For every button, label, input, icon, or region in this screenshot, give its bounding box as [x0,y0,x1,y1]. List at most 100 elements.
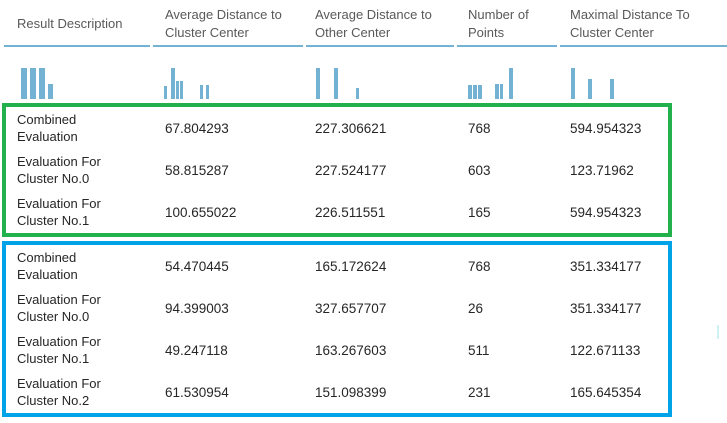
sparkline-cell [457,47,560,103]
sparkline-bar [478,85,482,99]
sparkline-bar [610,78,614,99]
cell-max-to-cluster: 165.645354 [560,385,668,400]
column-header-label: Number of Points [468,6,529,40]
cell-avg-to-cluster: 94.399003 [153,301,306,316]
cell-description: Evaluation For Cluster No.0 [6,291,153,325]
column-header-maximal-distance-cluster-center: Maximal Distance To Cluster Center [560,0,727,47]
cell-description: Evaluation For Cluster No.2 [6,375,153,409]
cell-avg-to-cluster: 58.815287 [153,163,306,178]
histogram-sparkline [306,68,457,99]
sparkline-bar [176,81,179,99]
cell-avg-to-cluster: 100.655022 [153,205,306,220]
row-value: 165 [468,204,491,220]
row-value: 594.954323 [570,120,642,136]
cell-points: 511 [457,343,560,358]
sparkline-cell [0,47,153,103]
column-header-avg-distance-other-center: Average Distance to Other Center [306,0,457,47]
cell-points: 603 [457,163,560,178]
table-row: Combined Evaluation 67.804293 227.306621 76… [6,107,668,149]
sparkline-cell [560,47,727,103]
row-description: Evaluation For Cluster No.0 [17,292,101,324]
row-value: 226.511551 [315,204,386,220]
row-description: Combined Evaluation [17,112,78,144]
sparkline-bar [180,81,183,99]
table-row: Evaluation For Cluster No.0 58.815287 227.… [6,149,668,191]
cell-max-to-cluster: 123.71962 [560,163,668,178]
table-row: Evaluation For Cluster No.1 49.247118 163.… [6,329,668,371]
column-header-label: Maximal Distance To Cluster Center [570,6,690,40]
sparkline-bar [48,84,53,99]
row-value: 26 [468,300,484,316]
cell-description: Combined Evaluation [6,111,153,145]
row-value: 163.267603 [315,342,387,358]
cell-avg-to-other: 227.306621 [306,121,457,136]
column-header-avg-distance-cluster-center: Average Distance to Cluster Center [153,0,306,47]
sparkline-bar [334,68,338,99]
cell-max-to-cluster: 122.671133 [560,343,668,358]
sparkline-bar [468,85,472,99]
row-value: 54.470445 [165,258,229,274]
row-value: 122.671133 [570,342,641,358]
sparkline-bar [200,85,203,99]
cell-points: 231 [457,385,560,400]
row-description: Evaluation For Cluster No.2 [17,376,101,408]
column-header-label: Average Distance to Cluster Center [165,6,282,40]
row-value: 123.71962 [570,162,634,178]
sparkline-bar [316,68,320,99]
cell-description: Combined Evaluation [6,249,153,283]
histogram-sparkline [0,68,153,99]
row-value: 67.804293 [165,120,229,136]
cell-max-to-cluster: 594.954323 [560,121,668,136]
table-row: Evaluation For Cluster No.2 61.530954 151.… [6,371,668,413]
sparkline-cell [153,47,306,103]
row-value: 231 [468,384,491,400]
cell-max-to-cluster: 351.334177 [560,259,668,274]
histogram-sparkline [153,68,306,99]
cell-points: 26 [457,301,560,316]
sparkline-bar [171,68,175,99]
sparkline-cell [306,47,457,103]
table-row: Evaluation For Cluster No.1 100.655022 226… [6,191,668,233]
row-description: Evaluation For Cluster No.1 [17,334,101,366]
sparkline-bar [495,84,499,99]
table-row: Evaluation For Cluster No.0 94.399003 327.… [6,287,668,329]
row-value: 165.172624 [315,258,387,274]
row-value: 594.954323 [570,204,642,220]
row-value: 58.815287 [165,162,229,178]
row-value: 227.524177 [315,162,387,178]
row-value: 511 [468,342,490,358]
cell-avg-to-other: 226.511551 [306,205,457,220]
row-value: 94.399003 [165,300,229,316]
row-value: 327.657707 [315,300,387,316]
row-value: 100.655022 [165,204,237,220]
cell-avg-to-other: 327.657707 [306,301,457,316]
cell-max-to-cluster: 594.954323 [560,205,668,220]
row-value: 351.334177 [570,258,642,274]
sparkline-bar [206,85,209,99]
column-header-label: Result Description [17,15,123,31]
cell-points: 768 [457,259,560,274]
sparkline-bar [509,68,513,99]
column-header-number-of-points: Number of Points [457,0,560,47]
row-value: 768 [468,120,491,136]
cell-avg-to-cluster: 61.530954 [153,385,306,400]
cell-avg-to-other: 165.172624 [306,259,457,274]
cell-max-to-cluster: 351.334177 [560,301,668,316]
table-header: Result Description Average Distance to C… [0,0,727,47]
cell-description: Evaluation For Cluster No.0 [6,153,153,187]
sparkline-bar [500,84,503,99]
sparkline-bar [588,78,592,99]
row-description: Combined Evaluation [17,250,78,282]
sparkline-bar [473,85,477,99]
row-description: Evaluation For Cluster No.0 [17,154,101,186]
row-value: 49.247118 [165,342,228,358]
column-header-label: Average Distance to Other Center [315,6,432,40]
sparkline-row [0,47,727,103]
sparkline-bar [21,68,27,99]
histogram-sparkline [457,68,560,99]
cell-avg-to-other: 151.098399 [306,385,457,400]
cell-avg-to-cluster: 67.804293 [153,121,306,136]
sparkline-bar [30,68,36,99]
histogram-sparkline [560,68,727,99]
